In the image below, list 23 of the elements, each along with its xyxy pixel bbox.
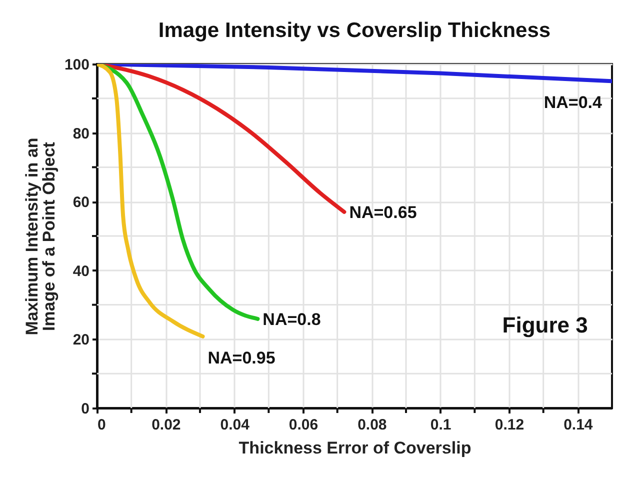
series-label: NA=0.8 (262, 310, 321, 329)
x-tick-label: 0.08 (358, 416, 387, 434)
x-tick-label: 0 (98, 416, 106, 434)
x-tick-label: 0.14 (564, 416, 594, 434)
y-tick-label: 60 (72, 194, 90, 212)
annotation: Figure 3 (502, 312, 588, 338)
series-label: NA=0.65 (349, 202, 417, 222)
chart-title: Image Intensity vs Coverslip Thickness (158, 19, 551, 42)
y-tick-label: 0 (81, 400, 90, 418)
x-tick-label: 0.04 (220, 416, 250, 434)
x-tick-label: 0.02 (152, 416, 181, 434)
series-label: NA=0.95 (208, 348, 276, 368)
y-tick-label: 40 (72, 262, 90, 280)
y-tick-label: 20 (72, 332, 90, 349)
series-label: NA=0.4 (544, 93, 603, 112)
y-tick-label: 100 (64, 56, 90, 74)
x-tick-label: 0.1 (430, 416, 452, 434)
x-tick-label: 0.12 (494, 416, 524, 434)
y-tick-label: 80 (72, 125, 90, 142)
line-series (97, 64, 205, 338)
y-axis-title: Maximum Intensity in an Image of a Point Object (22, 138, 58, 336)
x-axis-title: Thickness Error of Coverslip (238, 438, 472, 458)
x-tick-label: 0.06 (288, 416, 318, 434)
